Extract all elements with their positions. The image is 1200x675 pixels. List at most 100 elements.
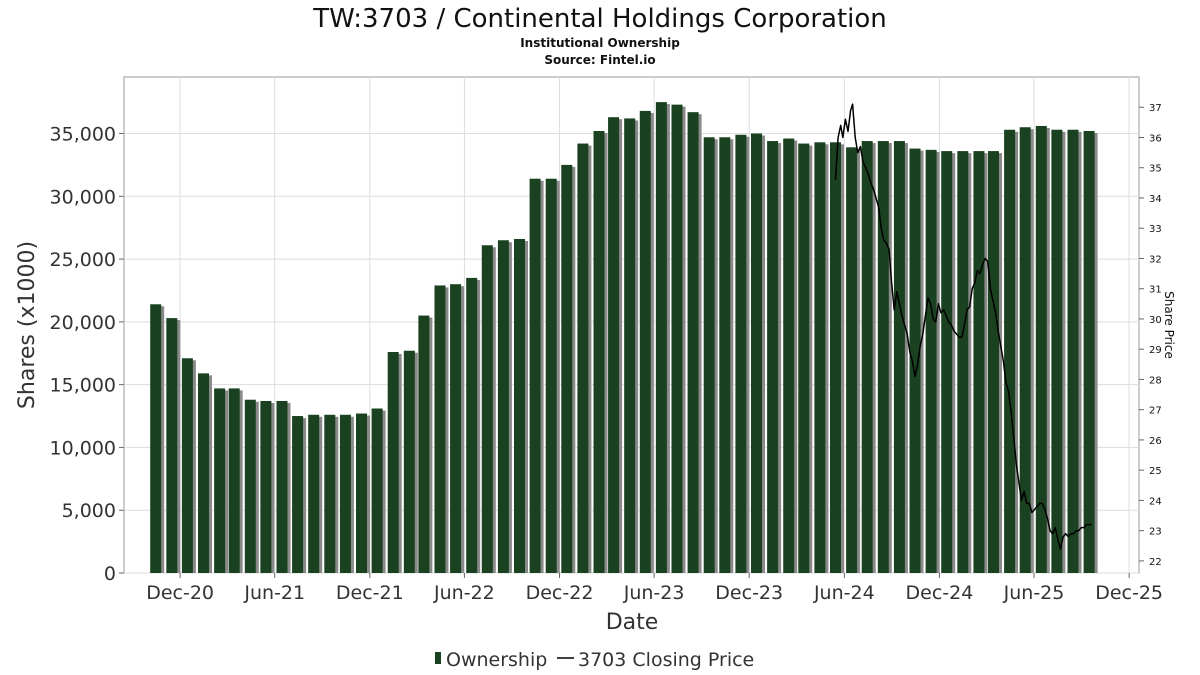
x-tick-label: Dec-22 [526, 582, 594, 604]
y2-tick-label: 33 [1149, 224, 1162, 235]
chart-title: TW:3703 / Continental Holdings Corporati… [312, 4, 887, 34]
ownership-bar [814, 142, 826, 573]
y-tick-label: 30,000 [50, 186, 116, 208]
ownership-bar [655, 102, 667, 573]
ownership-bar [418, 315, 430, 573]
y-tick-label: 10,000 [50, 437, 116, 459]
ownership-bar [497, 240, 509, 573]
x-axis-title: Date [606, 610, 659, 635]
ownership-bar [181, 358, 193, 573]
ownership-bar [561, 164, 573, 573]
chart-source: Source: Fintel.io [544, 53, 655, 67]
legend-ownership-swatch [435, 652, 441, 664]
y-tick-label: 5,000 [62, 500, 116, 522]
legend-ownership-label: Ownership [446, 649, 547, 671]
ownership-bars [150, 102, 1098, 574]
ownership-bar [1083, 130, 1095, 573]
ownership-bar [639, 110, 651, 573]
x-tick-label: Jun-22 [433, 582, 495, 604]
y2-axis-title: Share Price [1162, 291, 1176, 359]
x-tick-label: Dec-25 [1095, 582, 1163, 604]
ownership-bar [798, 143, 810, 574]
x-tick-label: Jun-25 [1003, 582, 1065, 604]
ownership-bar [308, 414, 320, 573]
ownership-bar [356, 413, 368, 573]
ownership-bar [577, 143, 589, 574]
y2-tick-label: 36 [1149, 133, 1162, 144]
ownership-bar [450, 284, 462, 573]
ownership-bar [687, 112, 699, 574]
ownership-bar [324, 414, 336, 573]
y2-tick-label: 24 [1149, 496, 1162, 507]
x-tick-label: Dec-20 [146, 582, 214, 604]
y2-tick-label: 27 [1149, 406, 1162, 417]
ownership-bar [671, 104, 683, 574]
y2-tick-label: 32 [1149, 254, 1162, 265]
y2-tick-label: 26 [1149, 436, 1162, 447]
ownership-bar [846, 147, 858, 574]
ownership-bar [514, 238, 526, 574]
ownership-bar [941, 151, 953, 574]
y-tick-label: 15,000 [50, 375, 116, 397]
ownership-bar [1019, 127, 1031, 574]
y2-tick-label: 31 [1149, 285, 1162, 296]
ownership-bar [466, 277, 478, 573]
legend-price-label: 3703 Closing Price [578, 649, 754, 671]
y-tick-label: 35,000 [50, 124, 116, 146]
ownership-bar [150, 304, 162, 573]
ownership-bar [973, 151, 985, 574]
ownership-bar [529, 178, 541, 573]
ownership-bar [545, 178, 557, 573]
x-tick-label: Jun-21 [243, 582, 305, 604]
ownership-bar [276, 400, 288, 573]
axes: 0 5,000 10,000 15,000 20,000 25,000 30,000 35,0… [50, 103, 1164, 604]
ownership-bar [703, 137, 715, 573]
ownership-bar [214, 388, 226, 573]
y2-tick-label: 35 [1149, 164, 1162, 175]
y-axis-title: Shares (x1000) [15, 241, 40, 409]
ownership-bar [925, 149, 937, 573]
ownership-bar [166, 318, 178, 573]
x-tick-label: Dec-21 [336, 582, 404, 604]
ownership-bar [957, 151, 969, 574]
closing-price-line-group [834, 103, 1092, 550]
ownership-bar [624, 118, 636, 573]
ownership-bar [593, 130, 605, 573]
ownership-bar [1004, 129, 1016, 573]
ownership-bar [434, 285, 446, 573]
ownership-bar [198, 373, 210, 573]
ownership-bar [1067, 129, 1079, 573]
y-tick-label: 25,000 [50, 249, 116, 271]
y2-tick-label: 25 [1149, 466, 1162, 477]
ownership-bar [339, 414, 351, 573]
y2-tick-label: 29 [1149, 345, 1162, 356]
ownership-bar [719, 137, 731, 573]
ownership-bar [608, 117, 620, 573]
x-tick-label: Dec-23 [715, 582, 783, 604]
ownership-bar [292, 416, 304, 573]
ownership-bar [750, 133, 762, 573]
ownership-bar [260, 400, 272, 573]
ownership-bar [735, 134, 747, 573]
chart-subtitle: Institutional Ownership [520, 36, 680, 50]
y-tick-label: 0 [104, 563, 116, 585]
ownership-bar [877, 141, 889, 573]
ownership-bar [371, 408, 383, 573]
x-tick-label: Jun-24 [813, 582, 875, 604]
ownership-bar [1051, 129, 1063, 573]
legend: Ownership 3703 Closing Price [435, 649, 754, 671]
y2-tick-label: 30 [1149, 315, 1162, 326]
ownership-bar [228, 388, 240, 573]
ownership-bar [829, 142, 841, 573]
ownership-bar [403, 350, 415, 573]
y2-tick-label: 22 [1149, 557, 1162, 568]
y2-tick-label: 34 [1149, 194, 1162, 205]
ownership-bar [987, 151, 999, 574]
x-tick-label: Jun-23 [623, 582, 685, 604]
ownership-bar [783, 138, 795, 573]
ownership-bar [909, 148, 921, 573]
ownership-bar [861, 141, 873, 573]
y2-tick-label: 23 [1149, 527, 1162, 538]
